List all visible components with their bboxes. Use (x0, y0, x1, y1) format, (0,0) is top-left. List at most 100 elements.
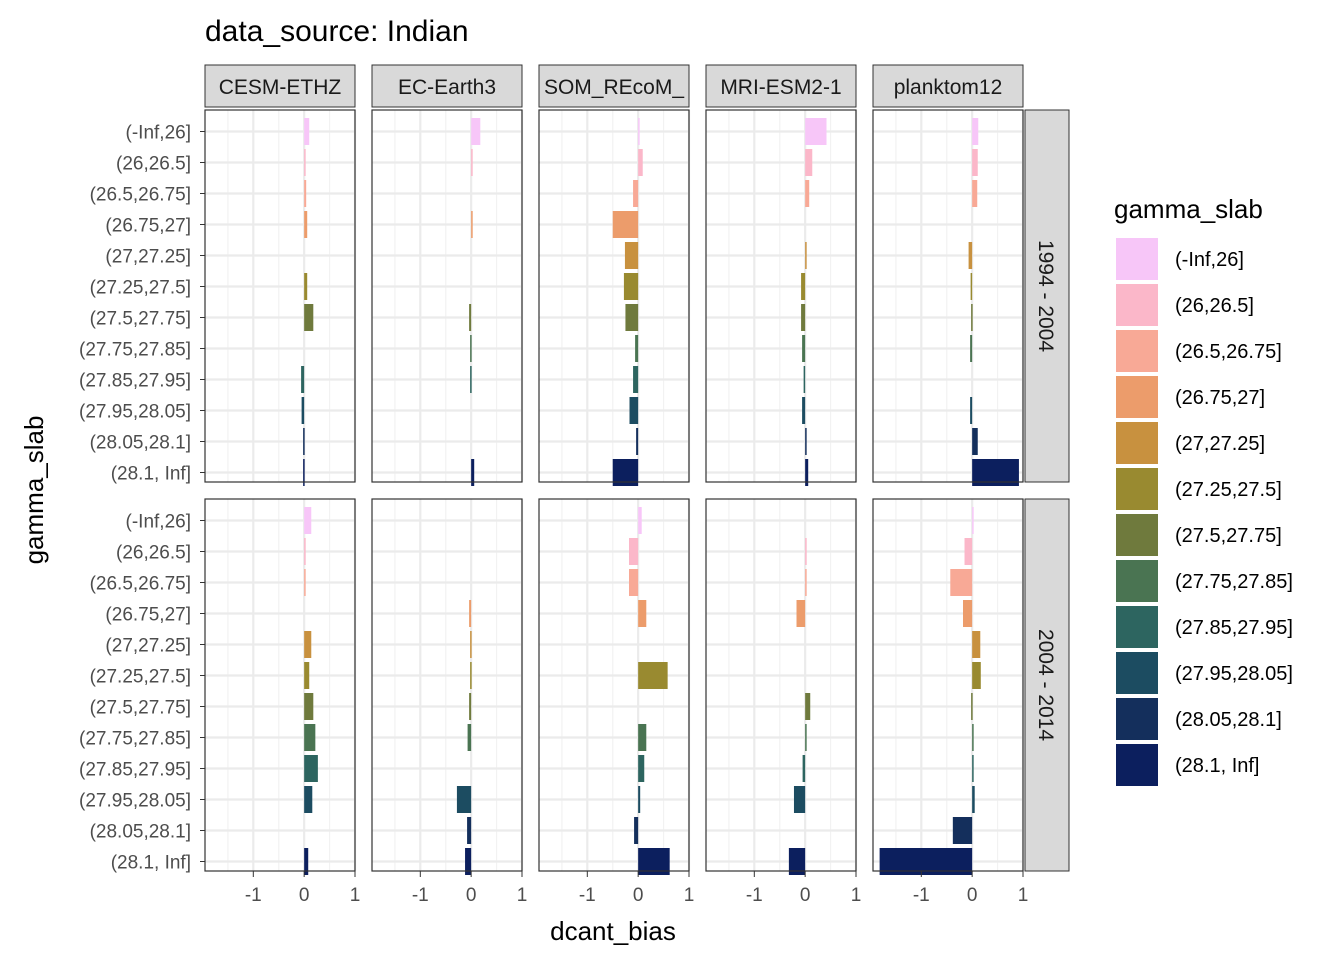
facet-panel: (-Inf,26] (26,26.5] (26.5,26.75] (26.75,27]… (79, 109, 357, 486)
bar (304, 848, 309, 875)
bar (638, 149, 643, 176)
y-tick-label: (-Inf,26] (126, 123, 191, 144)
legend-label: (27.75,27.85] (1175, 571, 1293, 593)
bar (301, 397, 305, 424)
bar (805, 149, 813, 176)
bar (971, 304, 973, 331)
bar (964, 538, 973, 565)
y-tick-label: (27.5,27.75] (90, 309, 191, 330)
y-tick-label: (27.75,27.85] (79, 729, 191, 750)
legend-item: (27.25,27.5] (1116, 468, 1282, 510)
legend-item: (27.75,27.85] (1116, 560, 1293, 602)
legend-key (1116, 284, 1158, 326)
bar (972, 428, 978, 455)
bar (301, 366, 305, 393)
bar (469, 693, 472, 720)
bar (638, 755, 645, 782)
legend-label: (27.25,27.5] (1175, 479, 1282, 501)
legend-item: (28.1, Inf] (1116, 744, 1260, 786)
column-strip-background (371, 64, 523, 108)
facet-panel (371, 109, 524, 486)
bar (470, 366, 472, 393)
facet-panel: -1 0 1 (371, 498, 527, 906)
column-strip-label: CESM-ETHZ (219, 76, 342, 99)
panel-border (538, 109, 690, 483)
bar (623, 273, 639, 300)
bar (793, 786, 806, 813)
bar (304, 273, 308, 300)
legend-item: (27.85,27.95] (1116, 606, 1293, 648)
legend-item: (27,27.25] (1116, 422, 1265, 464)
bar (805, 180, 810, 207)
bar (304, 538, 306, 565)
legend-label: (27.85,27.95] (1175, 617, 1293, 639)
bar (471, 149, 473, 176)
legend-title: gamma_slab (1114, 194, 1263, 224)
legend-label: (26.75,27] (1175, 387, 1265, 409)
legend-label: (26.5,26.75] (1175, 341, 1282, 363)
panel-border (872, 109, 1024, 483)
bar (972, 507, 974, 534)
legend-label: (28.1, Inf] (1175, 755, 1260, 777)
column-strip-label: EC-Earth3 (398, 76, 496, 99)
legend-item: (26,26.5] (1116, 284, 1254, 326)
bar (469, 600, 472, 627)
bar (304, 149, 306, 176)
legend-key (1116, 468, 1158, 510)
legend-key (1116, 422, 1158, 464)
bar (970, 273, 973, 300)
x-tick-label: 1 (851, 885, 862, 906)
y-tick-label: (26.75,27] (105, 605, 191, 626)
legend-label: (27.95,28.05] (1175, 663, 1293, 685)
panel-border (371, 498, 523, 872)
legend-key (1116, 330, 1158, 372)
legend-key (1116, 560, 1158, 602)
bar (963, 600, 973, 627)
legend-label: (27,27.25] (1175, 433, 1265, 455)
bar (304, 693, 314, 720)
legend-key (1116, 376, 1158, 418)
bar (972, 786, 975, 813)
y-tick-label: (28.1, Inf] (111, 853, 191, 874)
legend-item: (27.5,27.75] (1116, 514, 1282, 556)
bar (950, 569, 973, 596)
y-tick-label: (26.5,26.75] (90, 185, 191, 206)
x-axis-label: dcant_bias (550, 916, 676, 946)
panel-border (371, 109, 523, 483)
bar (805, 118, 827, 145)
row-strip-background (1024, 498, 1070, 872)
legend-label: (-Inf,26] (1175, 249, 1244, 271)
column-strip-background (204, 64, 356, 108)
bar (972, 149, 978, 176)
panel-border (705, 498, 857, 872)
column-strip-label: planktom12 (894, 76, 1003, 99)
y-tick-label: (27.85,27.95] (79, 760, 191, 781)
legend-key (1116, 514, 1158, 556)
bar (471, 459, 475, 486)
x-tick-label: 0 (299, 885, 310, 906)
column-strip: SOM_REcoM_ (538, 64, 690, 108)
row-strip-background (1024, 109, 1070, 483)
y-tick-label: (27.25,27.5] (90, 278, 191, 299)
y-tick-label: (26,26.5] (116, 154, 191, 175)
x-tick-label: -1 (746, 885, 763, 906)
column-strip-label: MRI-ESM2-1 (720, 76, 841, 99)
y-tick-label: (28.05,28.1] (90, 433, 191, 454)
bar (805, 242, 807, 269)
bar (972, 631, 981, 658)
facet-panel: (-Inf,26] (26,26.5] (26.5,26.75] (26.75,27]… (79, 498, 361, 906)
y-tick-label: (27.25,27.5] (90, 667, 191, 688)
bar (952, 817, 973, 844)
column-strip: EC-Earth3 (371, 64, 523, 108)
column-strip-background (538, 64, 690, 108)
y-tick-label: (27.95,28.05] (79, 791, 191, 812)
x-tick-label: 1 (350, 885, 361, 906)
bar (304, 569, 306, 596)
bar (467, 817, 472, 844)
y-axis-label: gamma_slab (19, 416, 49, 565)
facet-panel: -1 0 1 (705, 498, 862, 906)
bar (471, 118, 481, 145)
bar (972, 724, 974, 751)
y-tick-label: (27.5,27.75] (90, 698, 191, 719)
bar (629, 538, 639, 565)
